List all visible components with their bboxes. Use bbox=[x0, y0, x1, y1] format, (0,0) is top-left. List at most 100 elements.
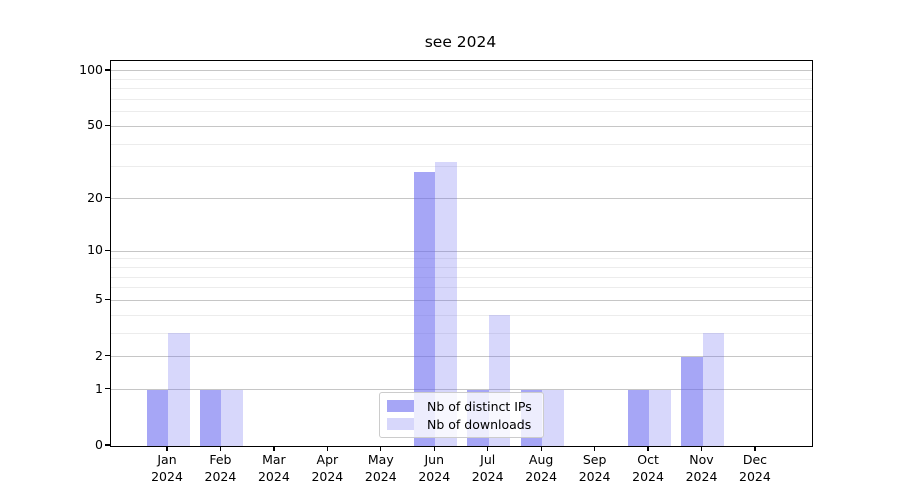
x-tick-label: May 2024 bbox=[341, 452, 421, 485]
y-tick bbox=[105, 249, 110, 251]
x-tick bbox=[273, 446, 275, 451]
x-tick-label-line: 2024 bbox=[151, 468, 183, 484]
legend-row-distinct-ips: Nb of distinct IPs bbox=[387, 399, 536, 414]
bar-downloads bbox=[702, 333, 724, 446]
x-tick-label-line: 2024 bbox=[632, 468, 664, 484]
x-tick-label-line: 2024 bbox=[257, 468, 290, 484]
legend-swatch-distinct-ips bbox=[387, 400, 414, 412]
x-tick bbox=[166, 446, 168, 451]
y-gridline-minor bbox=[111, 166, 812, 168]
x-tick-label: Apr 2024 bbox=[287, 452, 367, 485]
y-gridline-minor bbox=[111, 88, 812, 90]
bar-downloads bbox=[542, 389, 564, 446]
y-gridline-minor bbox=[111, 287, 812, 289]
x-tick-label: Jul 2024 bbox=[448, 452, 528, 485]
y-gridline-major bbox=[111, 70, 812, 72]
bar-downloads bbox=[221, 389, 243, 446]
bar-distinct-ips bbox=[199, 389, 222, 446]
y-gridline-major bbox=[111, 356, 812, 358]
x-tick-label-line: Jun bbox=[424, 452, 445, 467]
y-tick bbox=[105, 444, 110, 446]
y-gridline-minor bbox=[111, 143, 812, 145]
y-gridline-minor bbox=[111, 276, 812, 278]
x-tick bbox=[380, 446, 382, 451]
legend-row-downloads: Nb of downloads bbox=[387, 417, 536, 432]
x-tick bbox=[219, 446, 222, 451]
x-tick-label: Sep 2024 bbox=[555, 452, 635, 485]
legend-label-distinct-ips: Nb of distinct IPs bbox=[427, 398, 532, 414]
x-tick-label-line: 2024 bbox=[739, 468, 771, 484]
y-tick bbox=[105, 124, 110, 127]
bar-downloads bbox=[168, 333, 190, 446]
x-tick-label: Nov 2024 bbox=[662, 452, 742, 485]
x-tick-label-line: 2024 bbox=[578, 468, 611, 484]
x-tick-label-line: 2024 bbox=[418, 468, 451, 484]
y-tick-label: 0 bbox=[95, 437, 103, 452]
x-tick-label-line: Feb bbox=[209, 452, 232, 467]
x-tick-label-line: Nov bbox=[689, 452, 714, 467]
y-tick-label: 20 bbox=[87, 189, 103, 205]
y-tick-label: 100 bbox=[79, 61, 103, 77]
legend-swatch-downloads bbox=[387, 418, 414, 430]
x-tick bbox=[594, 446, 596, 451]
x-tick-label: Aug 2024 bbox=[501, 452, 581, 485]
x-tick-label-line: 2024 bbox=[525, 468, 558, 484]
bar-distinct-ips bbox=[413, 172, 436, 446]
y-gridline-minor bbox=[111, 111, 812, 113]
y-gridline-major bbox=[111, 299, 812, 301]
bar-distinct-ips bbox=[627, 389, 650, 446]
y-tick bbox=[105, 298, 110, 301]
x-tick-label-line: Oct bbox=[637, 452, 659, 467]
y-tick bbox=[105, 69, 110, 71]
x-tick-label: Feb 2024 bbox=[180, 452, 260, 485]
plot-area: Nb of distinct IPs Nb of downloads bbox=[110, 60, 813, 447]
bar-downloads bbox=[435, 161, 457, 446]
y-gridline-minor bbox=[111, 78, 812, 80]
y-tick-label: 10 bbox=[87, 242, 103, 258]
x-tick bbox=[754, 446, 756, 451]
y-tick bbox=[105, 388, 110, 390]
x-tick-label-line: Jan bbox=[157, 452, 177, 467]
x-tick-label-line: Dec bbox=[742, 452, 768, 467]
x-tick-label: Jan 2024 bbox=[127, 452, 207, 485]
x-tick-label: Oct 2024 bbox=[608, 452, 688, 485]
x-tick-label: Dec 2024 bbox=[715, 452, 795, 485]
y-gridline-major bbox=[111, 250, 812, 252]
x-tick-label-line: Sep bbox=[582, 452, 607, 467]
x-tick-label-line: Jul bbox=[480, 452, 496, 467]
x-tick-label-line: 2024 bbox=[204, 468, 237, 484]
legend-label-downloads: Nb of downloads bbox=[427, 416, 532, 432]
x-tick-label-line: 2024 bbox=[311, 468, 344, 484]
y-gridline-minor bbox=[111, 332, 812, 334]
y-tick-label: 2 bbox=[95, 347, 103, 363]
chart-title: see 2024 bbox=[424, 33, 497, 51]
y-gridline-major bbox=[111, 198, 812, 200]
y-gridline-minor bbox=[111, 314, 812, 316]
x-tick-label-line: 2024 bbox=[364, 468, 397, 484]
y-tick-label: 5 bbox=[95, 291, 103, 307]
x-tick-label-line: 2024 bbox=[471, 468, 504, 484]
x-tick-label-line: 2024 bbox=[685, 468, 718, 484]
x-tick-label-line: Aug bbox=[528, 452, 554, 467]
x-tick-label-line: Apr bbox=[316, 452, 339, 467]
legend: Nb of distinct IPs Nb of downloads bbox=[379, 392, 544, 438]
y-tick bbox=[105, 197, 110, 199]
y-gridline-major bbox=[111, 125, 812, 127]
x-tick-label-line: Mar bbox=[262, 452, 286, 467]
y-tick-label: 1 bbox=[95, 380, 103, 396]
y-gridline-major bbox=[111, 389, 812, 391]
bar-downloads bbox=[649, 389, 671, 446]
y-gridline-minor bbox=[111, 266, 812, 268]
x-tick bbox=[326, 446, 329, 451]
x-tick-label: Jun 2024 bbox=[394, 452, 474, 485]
x-tick bbox=[487, 446, 489, 451]
x-tick bbox=[647, 446, 649, 451]
x-tick-label: Mar 2024 bbox=[234, 452, 314, 485]
y-gridline-minor bbox=[111, 99, 812, 101]
x-tick bbox=[540, 446, 542, 451]
bar-distinct-ips bbox=[681, 356, 703, 446]
x-tick bbox=[700, 446, 703, 451]
x-tick-label-line: May bbox=[367, 452, 394, 467]
y-tick-label: 50 bbox=[87, 117, 103, 133]
